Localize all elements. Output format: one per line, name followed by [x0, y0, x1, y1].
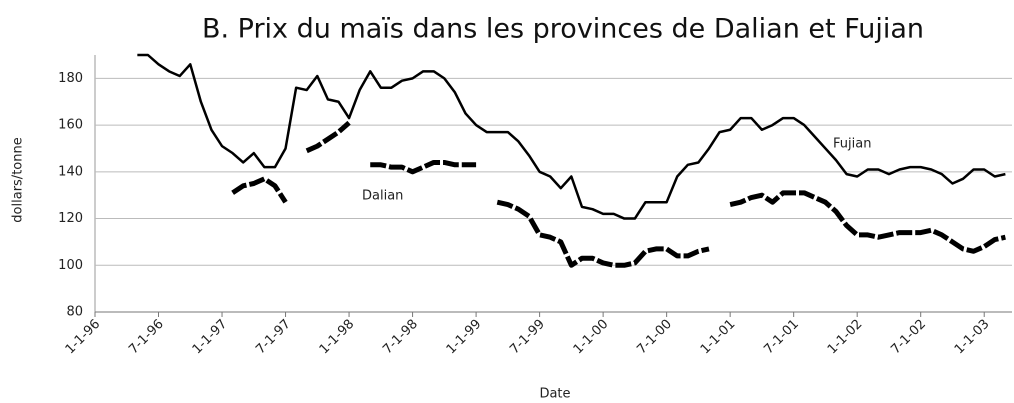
x-tick-label: 7-1-01 [761, 317, 802, 358]
x-tick-label: 7-1-00 [634, 317, 675, 358]
y-tick-label: 120 [58, 211, 83, 226]
y-tick-label: 180 [58, 71, 83, 86]
x-tick-label: 1-1-01 [698, 317, 739, 358]
x-tick-label: 7-1-02 [888, 317, 929, 358]
x-tick-label: 7-1-99 [507, 317, 548, 358]
line-series [231, 120, 1006, 268]
x-tick-label: 1-1-03 [952, 317, 993, 358]
x-tick-label: 1-1-96 [63, 317, 104, 358]
y-axis-label: dollars/tonne [11, 137, 26, 222]
x-tick-label: 7-1-97 [253, 317, 294, 358]
y-tick-label: 160 [58, 118, 83, 133]
y-tick-label: 100 [58, 258, 83, 273]
x-tick-label: 7-1-98 [380, 317, 421, 358]
x-tick-label: 7-1-96 [126, 317, 167, 358]
annotation: Fujian [833, 137, 871, 152]
chart-title: B. Prix du maïs dans les provinces de Da… [202, 14, 924, 45]
x-tick-label: 1-1-97 [190, 317, 231, 358]
x-tick-label: 1-1-98 [317, 317, 358, 358]
y-tick-label: 140 [58, 164, 83, 179]
x-tick-label: 1-1-00 [571, 317, 612, 358]
y-tick-label: 80 [66, 305, 83, 320]
x-tick-label: 1-1-99 [444, 317, 485, 358]
annotation: Dalian [362, 189, 403, 204]
x-axis-label: Date [539, 387, 570, 402]
line-series [137, 53, 1006, 220]
x-tick-label: 1-1-02 [825, 317, 866, 358]
